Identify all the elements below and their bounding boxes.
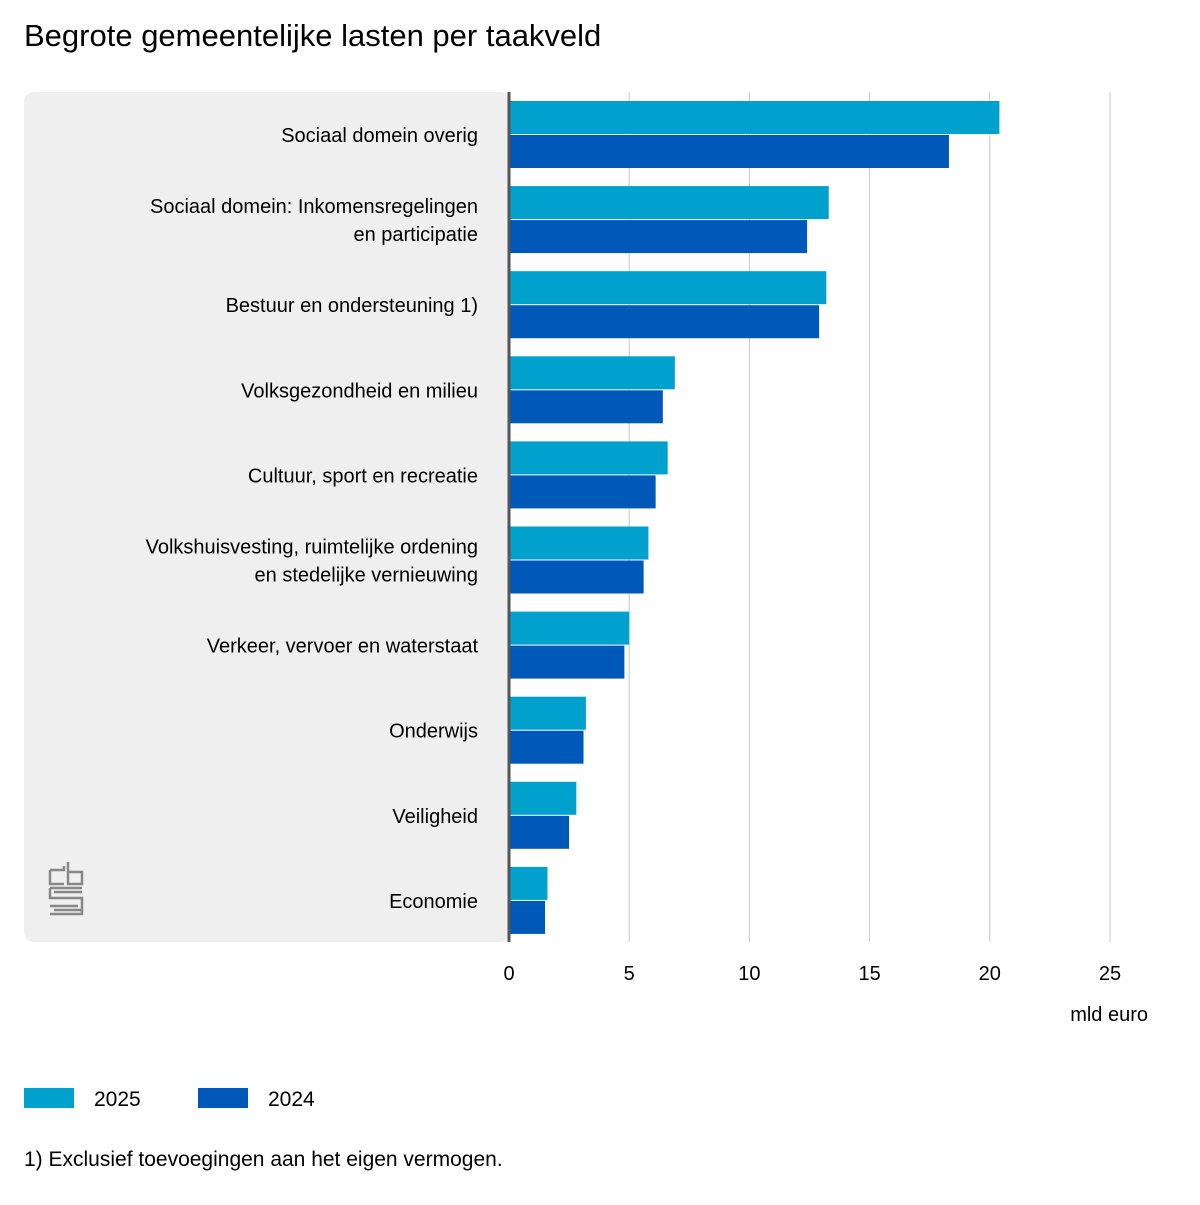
- category-label: en participatie: [353, 224, 478, 246]
- category-label: Bestuur en ondersteuning 1): [226, 295, 478, 317]
- legend-swatch-2024: [198, 1088, 248, 1108]
- bar-2024: [509, 645, 625, 679]
- bar-2025: [509, 696, 586, 730]
- bar-2024: [509, 730, 584, 764]
- footnote: 1) Exclusief toevoegingen aan het eigen …: [24, 1148, 503, 1171]
- x-tick-label: 20: [979, 963, 1001, 985]
- bar-2025: [509, 441, 668, 475]
- bar-2024: [509, 560, 644, 594]
- bar-2025: [509, 781, 577, 815]
- x-tick-label: 5: [624, 963, 635, 985]
- bar-2024: [509, 220, 808, 254]
- category-label: Economie: [389, 891, 478, 913]
- bar-2024: [509, 475, 656, 509]
- x-axis-label: mld euro: [1070, 1004, 1148, 1026]
- legend-label-2025: 2025: [94, 1088, 141, 1111]
- bar-2025: [509, 866, 548, 900]
- category-panel: [24, 92, 510, 942]
- legend-label-2024: 2024: [268, 1088, 315, 1111]
- category-label: Sociaal domein overig: [281, 125, 478, 147]
- category-label: Sociaal domein: Inkomensregelingen: [150, 196, 478, 218]
- bar-2024: [509, 900, 546, 934]
- category-label: Cultuur, sport en recreatie: [248, 465, 478, 487]
- category-label: Volkshuisvesting, ruimtelijke ordening: [146, 537, 478, 559]
- category-label: Volksgezondheid en milieu: [241, 380, 478, 402]
- bar-2025: [509, 101, 1000, 134]
- category-label: Verkeer, vervoer en waterstaat: [207, 636, 479, 658]
- bar-2024: [509, 135, 949, 168]
- category-label: en stedelijke vernieuwing: [255, 565, 478, 587]
- x-tick-label: 25: [1099, 963, 1121, 985]
- chart-title: Begrote gemeentelijke lasten per taakvel…: [24, 18, 601, 53]
- bar-2024: [509, 390, 663, 424]
- bar-2025: [509, 356, 675, 390]
- bar-2024: [509, 815, 570, 849]
- bar-2024: [509, 305, 820, 339]
- bar-2025: [509, 526, 649, 560]
- category-label: Onderwijs: [389, 721, 478, 743]
- x-tick-label: 10: [738, 963, 760, 985]
- bar-2025: [509, 611, 630, 645]
- legend-swatch-2025: [24, 1088, 74, 1108]
- bar-2025: [509, 271, 827, 305]
- x-tick-label: 15: [858, 963, 880, 985]
- bar-2025: [509, 186, 829, 220]
- x-tick-label: 0: [503, 963, 514, 985]
- category-label: Veiligheid: [392, 806, 478, 828]
